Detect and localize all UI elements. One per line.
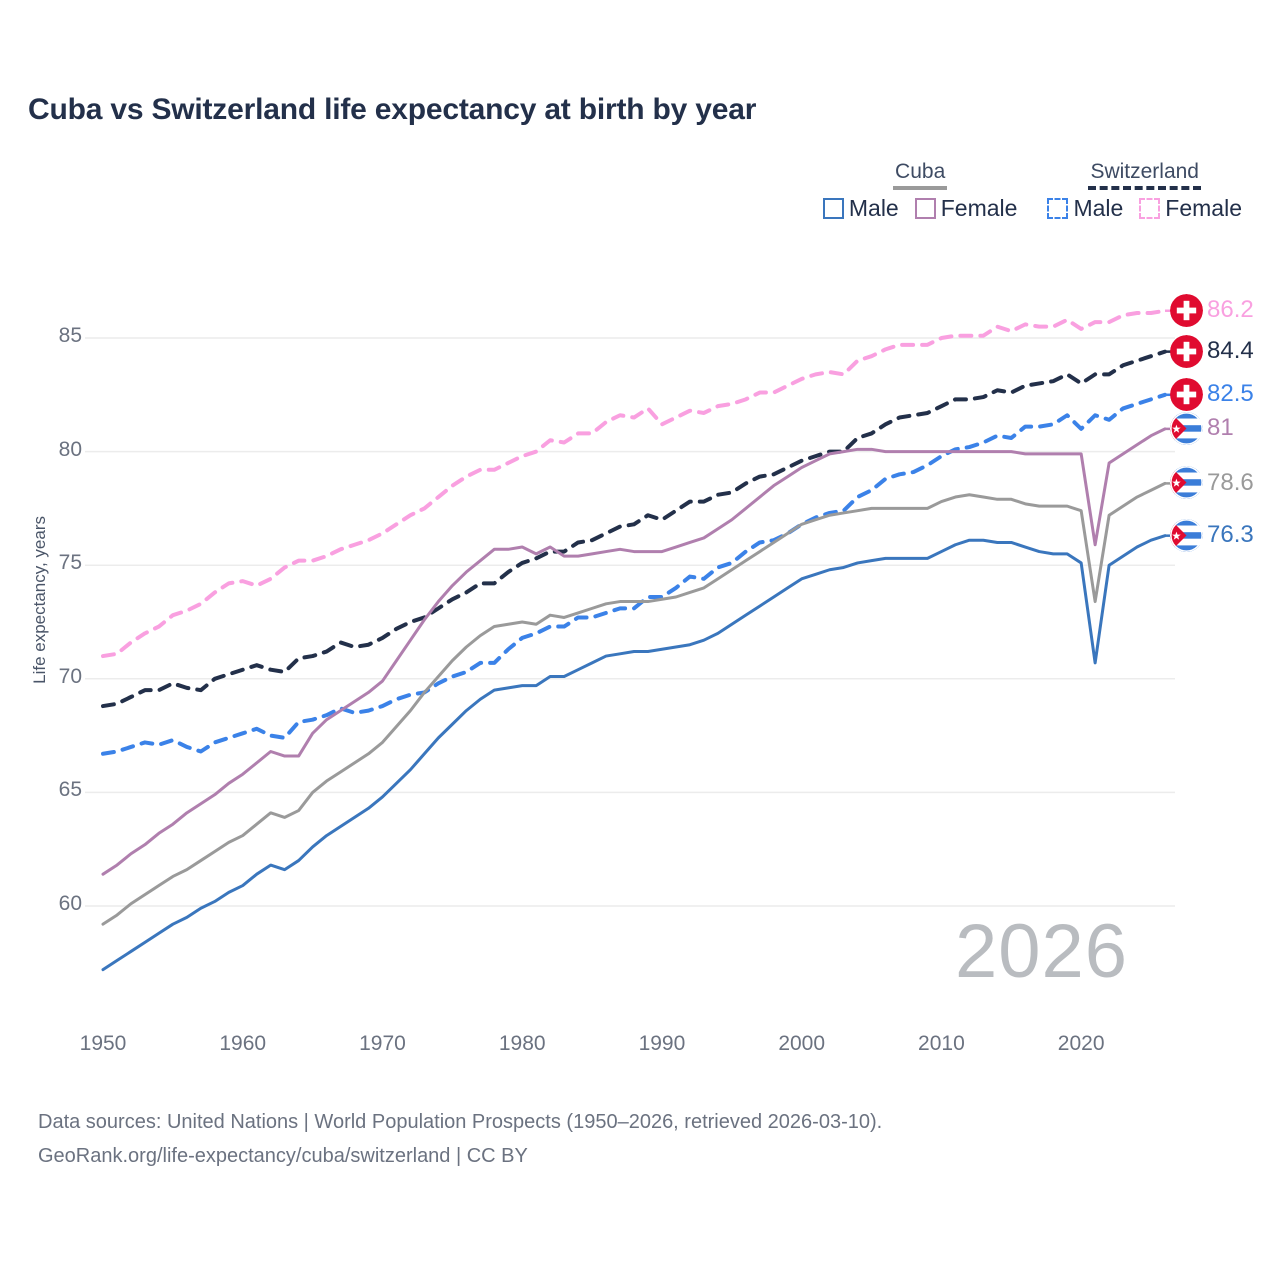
series-line-cuba-female (101, 427, 1167, 876)
switzerland-flag-icon (1170, 334, 1203, 368)
x-tick-2020: 2020 (1057, 1032, 1105, 1055)
y-tick-65: 65 (58, 778, 82, 802)
x-tick-1980: 1980 (498, 1032, 546, 1055)
switzerland-flag-icon (1170, 377, 1203, 411)
end-label-switzerland-total: 84.4 (1170, 334, 1254, 368)
legend-item-cuba-female[interactable]: Female (914, 195, 1018, 222)
y-tick-85: 85 (58, 324, 82, 347)
y-tick-80: 80 (58, 437, 82, 461)
chart-plot-area: Life expectancy, years 60 65 70 75 80 85 1950… (30, 293, 1254, 1055)
end-label-value: 78.6 (1207, 468, 1254, 496)
switzerland-flag-icon (1170, 293, 1203, 327)
end-label-switzerland-male: 82.5 (1170, 377, 1254, 411)
end-label-switzerland-female: 86.2 (1170, 293, 1254, 327)
x-tick-1950: 1950 (79, 1032, 127, 1055)
cuba-flag-icon (1170, 466, 1203, 500)
legend-label-switzerland-female: Female (1165, 195, 1242, 221)
legend-item-cuba-male[interactable]: Male (822, 195, 899, 222)
end-label-value: 86.2 (1207, 296, 1254, 324)
x-tick-1990: 1990 (638, 1032, 686, 1055)
cuba-flag-icon (1170, 411, 1203, 445)
end-label-value: 76.3 (1207, 521, 1254, 549)
cuba-flag-icon (1170, 518, 1203, 552)
end-label-value: 82.5 (1207, 380, 1254, 408)
y-tick-60: 60 (58, 892, 82, 915)
series-line-switzerland-male (101, 392, 1167, 756)
legend-group-switzerland: Switzerland Male Female (1047, 160, 1242, 222)
end-label-cuba-female: 81 (1170, 411, 1234, 445)
footer-line-2: GeoRank.org/life-expectancy/cuba/switzer… (38, 1145, 528, 1167)
legend-item-switzerland-male[interactable]: Male (1047, 195, 1123, 222)
x-tick-2000: 2000 (778, 1032, 826, 1055)
series-line-cuba-male (101, 534, 1167, 972)
legend-country-switzerland: Switzerland (1088, 160, 1201, 190)
end-label-cuba-total: 78.6 (1170, 466, 1254, 500)
legend-swatch-switzerland-male (1047, 198, 1069, 219)
series-line-switzerland-female (101, 308, 1167, 659)
legend-swatch-switzerland-female (1139, 198, 1161, 219)
y-tick-70: 70 (58, 664, 82, 688)
end-label-value: 84.4 (1207, 337, 1254, 365)
end-label-value: 81 (1207, 414, 1234, 442)
footer-line-1: Data sources: United Nations | World Pop… (38, 1111, 883, 1133)
year-watermark: 2026 (955, 909, 1129, 994)
line-chart-svg (85, 308, 1178, 972)
series-line-switzerland-total (101, 349, 1167, 709)
legend-swatch-cuba-male (822, 198, 844, 219)
legend-country-cuba: Cuba (893, 160, 948, 190)
series-line-cuba-total (101, 481, 1167, 926)
legend-label-cuba-female: Female (940, 195, 1018, 221)
page-title: Cuba vs Switzerland life expectancy at b… (28, 93, 757, 126)
x-tick-1970: 1970 (359, 1032, 406, 1055)
chart-legend: Cuba Male Female Switzerland Male Female (822, 160, 1242, 222)
legend-label-cuba-male: Male (848, 195, 899, 221)
legend-item-switzerland-female[interactable]: Female (1139, 195, 1242, 222)
y-axis-label: Life expectancy, years (30, 516, 49, 684)
x-tick-2010: 2010 (918, 1032, 965, 1055)
legend-group-cuba: Cuba Male Female (822, 160, 1018, 222)
x-tick-1960: 1960 (219, 1032, 267, 1055)
end-label-cuba-male: 76.3 (1170, 518, 1254, 552)
footer-attribution: Data sources: United Nations | World Pop… (38, 1105, 882, 1173)
legend-swatch-cuba-female (914, 198, 936, 219)
legend-label-switzerland-male: Male (1073, 195, 1124, 221)
y-tick-75: 75 (58, 551, 82, 575)
